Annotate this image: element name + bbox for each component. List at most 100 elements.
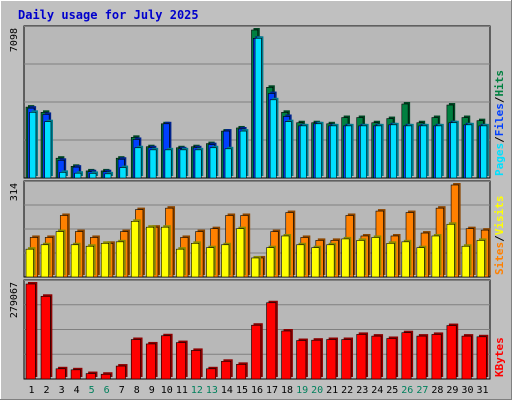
- bar-sites-day-28: [431, 235, 440, 278]
- bar-sites-day-14: [221, 244, 230, 278]
- bar-kbytes-day-18: [281, 330, 292, 380]
- bar-sites-day-12: [191, 243, 200, 278]
- day-label-24: 24: [371, 385, 383, 396]
- bar-kbytes-day-25: [386, 338, 397, 380]
- day-label-1: 1: [29, 385, 35, 396]
- y-max-label: 279067: [9, 282, 20, 318]
- y-max-label: 7098: [9, 28, 20, 52]
- bar-sites-day-7: [115, 241, 125, 278]
- bar-sites-day-19: [296, 244, 305, 278]
- legend-word: /: [493, 235, 506, 242]
- bar-sites-day-2: [40, 244, 49, 278]
- bar-sites-day-4: [70, 244, 79, 278]
- bar-sites-day-6: [100, 243, 109, 278]
- bar-pages-day-22: [344, 125, 352, 179]
- bar-sites-day-5: [85, 245, 94, 278]
- bar-kbytes-day-28: [431, 334, 442, 380]
- bar-pages-day-17: [269, 99, 277, 179]
- bar-pages-day-10: [164, 149, 172, 179]
- day-label-25: 25: [386, 385, 398, 396]
- bar-sites-day-21: [326, 244, 335, 278]
- day-label-18: 18: [281, 385, 293, 396]
- bar-pages-day-12: [194, 149, 202, 179]
- bar-pages-day-3: [59, 172, 67, 179]
- bar-kbytes-day-5: [85, 373, 96, 380]
- bar-pages-day-15: [239, 130, 247, 179]
- bar-sites-day-11: [176, 248, 185, 278]
- bar-pages-day-7: [119, 167, 127, 179]
- bar-pages-day-30: [465, 124, 473, 179]
- legend-word: KBytes: [493, 337, 506, 377]
- bar-kbytes-day-14: [221, 360, 232, 380]
- day-label-4: 4: [74, 385, 80, 396]
- bar-sites-day-24: [371, 237, 380, 278]
- bar-pages-day-28: [435, 125, 443, 179]
- bar-sites-day-27: [416, 247, 425, 278]
- bar-sites-day-8: [130, 221, 140, 278]
- bar-sites-day-26: [401, 241, 410, 278]
- bar-pages-day-8: [134, 147, 142, 179]
- day-label-14: 14: [221, 385, 233, 396]
- day-label-8: 8: [134, 385, 140, 396]
- bar-pages-day-5: [89, 173, 97, 179]
- bar-sites-day-18: [281, 235, 290, 278]
- bar-pages-day-24: [375, 125, 382, 179]
- bar-kbytes-day-4: [70, 369, 81, 380]
- day-label-21: 21: [326, 385, 338, 396]
- bar-kbytes-day-17: [266, 302, 277, 380]
- bar-pages-day-1: [29, 112, 37, 179]
- bar-kbytes-day-20: [311, 339, 322, 380]
- bar-kbytes-day-6: [100, 373, 111, 380]
- bar-pages-day-19: [299, 125, 307, 179]
- bar-kbytes-day-30: [461, 335, 472, 380]
- day-label-17: 17: [266, 385, 278, 396]
- bar-sites-day-25: [386, 243, 395, 278]
- bar-kbytes-day-9: [145, 343, 156, 380]
- bar-pages-day-26: [405, 125, 413, 179]
- day-label-16: 16: [251, 385, 263, 396]
- day-label-22: 22: [341, 385, 353, 396]
- bar-kbytes-day-19: [296, 340, 307, 380]
- legend-word: Sites: [493, 242, 506, 275]
- bar-kbytes-day-21: [326, 339, 337, 380]
- day-label-3: 3: [59, 385, 65, 396]
- day-label-26: 26: [401, 385, 413, 396]
- bar-kbytes-day-10: [160, 335, 171, 380]
- bar-pages-day-31: [480, 125, 488, 179]
- bar-pages-day-18: [284, 121, 292, 179]
- y-max-label: 314: [9, 183, 20, 201]
- day-label-11: 11: [176, 385, 188, 396]
- bar-kbytes-day-1: [25, 283, 36, 380]
- legend-hits-files-pages: Pages/Files/Hits: [493, 70, 506, 176]
- bar-sites-day-22: [341, 238, 350, 278]
- bar-sites-day-13: [206, 247, 215, 278]
- bar-kbytes-day-27: [416, 335, 427, 380]
- bar-kbytes-day-13: [206, 368, 217, 380]
- day-label-5: 5: [89, 385, 95, 396]
- legend-word: Pages: [493, 143, 506, 176]
- bar-kbytes-day-8: [130, 339, 141, 380]
- bar-kbytes-day-29: [446, 325, 457, 380]
- bar-sites-day-9: [145, 226, 155, 278]
- bar-kbytes-day-12: [191, 350, 201, 380]
- legend-kbytes: KBytes: [493, 337, 506, 377]
- legend-word: Visits: [493, 196, 506, 236]
- bar-sites-day-1: [25, 248, 34, 278]
- bar-kbytes-day-31: [476, 336, 487, 380]
- legend-word: Hits: [493, 70, 506, 97]
- bar-sites-day-20: [311, 247, 320, 278]
- day-label-30: 30: [461, 385, 473, 396]
- day-label-12: 12: [191, 385, 203, 396]
- bar-kbytes-day-22: [341, 339, 352, 380]
- bar-pages-day-2: [44, 121, 52, 179]
- bar-sites-day-16: [251, 257, 260, 278]
- bar-sites-day-15: [236, 228, 245, 278]
- day-label-19: 19: [296, 385, 308, 396]
- legend-visits-sites: Sites/Visits: [493, 196, 506, 276]
- bar-pages-day-21: [329, 125, 337, 179]
- bar-kbytes-day-24: [371, 335, 382, 380]
- day-label-23: 23: [356, 385, 368, 396]
- bar-sites-day-29: [446, 223, 455, 278]
